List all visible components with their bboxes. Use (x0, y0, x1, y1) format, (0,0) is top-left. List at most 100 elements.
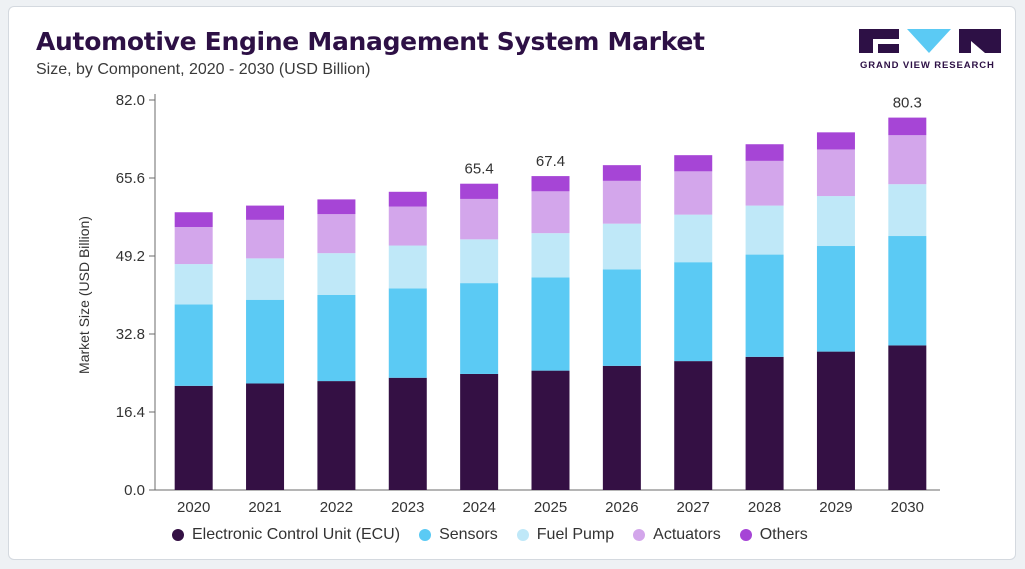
legend-item-0: Electronic Control Unit (ECU) (172, 526, 400, 544)
bar-segment-2029-s1 (816, 246, 855, 352)
data-label-2024: 65.4 (465, 161, 494, 178)
bar-segment-2022-s1 (317, 295, 356, 382)
legend-swatch (633, 529, 646, 541)
bar-segment-2023-s3 (388, 206, 427, 246)
bar-segment-2022-s4 (317, 199, 356, 215)
legend-label: Fuel Pump (536, 526, 615, 543)
data-label-2025: 67.4 (536, 153, 565, 170)
chart-title: Automotive Engine Management System Mark… (36, 27, 705, 56)
bar-segment-2030-s0 (888, 345, 927, 490)
legend-swatch (739, 529, 752, 541)
x-tick-label-2026: 2026 (605, 499, 638, 516)
bar-segment-2025-s4 (531, 176, 570, 192)
bar-segment-2029-s3 (816, 149, 855, 197)
bar-segment-2024-s0 (460, 373, 499, 490)
legend-label: Electronic Control Unit (ECU) (192, 526, 401, 543)
bar-segment-2027-s2 (674, 214, 713, 263)
bar-segment-2030-s4 (888, 117, 927, 136)
bar-segment-2029-s4 (816, 132, 855, 150)
bar-segment-2020-s3 (174, 226, 213, 265)
bar-segment-2022-s2 (317, 253, 356, 295)
bar-segment-2027-s3 (674, 171, 713, 215)
bar-segment-2028-s3 (745, 160, 784, 206)
y-tick-label: 49.2 (116, 248, 145, 265)
bar-segment-2028-s2 (745, 205, 784, 255)
bar-segment-2021-s4 (246, 205, 285, 220)
bar-segment-2027-s1 (674, 262, 713, 362)
y-tick-label: 32.8 (116, 326, 145, 343)
legend-item-2: Fuel Pump (516, 526, 615, 544)
legend-item-3: Actuators (633, 526, 721, 544)
bar-segment-2023-s4 (388, 191, 427, 207)
legend-item-1: Sensors (419, 526, 498, 544)
bar-segment-2020-s2 (174, 264, 213, 305)
x-tick-label-2028: 2028 (748, 499, 781, 516)
bar-segment-2028-s4 (745, 144, 784, 161)
bar-segment-2023-s1 (388, 288, 427, 378)
bar-segment-2030-s3 (888, 135, 927, 185)
legend-swatch (172, 529, 184, 541)
legend-item-4: Others (739, 526, 808, 544)
legend-swatch (516, 529, 529, 541)
bar-segment-2021-s2 (246, 258, 285, 300)
bar-segment-2026-s4 (602, 165, 641, 181)
bar-segment-2020-s0 (174, 385, 213, 490)
bar-segment-2027-s4 (674, 155, 713, 172)
chart-subtitle: Size, by Component, 2020 - 2030 (USD Bil… (36, 61, 371, 78)
y-axis-label: Market Size (USD Billion) (76, 216, 92, 374)
grand-view-research-logo (859, 29, 1001, 53)
chart-axes: 0.0 16.4 32.8 49.2 65.6 82.0 Market Size (USD … (76, 92, 940, 499)
chart-labels: 2020 2021 2022 2023 2024 65.4 2025 67.4 2026 2027… (177, 95, 924, 516)
bar-segment-2026-s3 (602, 180, 641, 224)
legend-label: Actuators (653, 526, 721, 543)
bar-segment-2024-s3 (460, 198, 499, 240)
legend-label: Others (759, 526, 808, 543)
y-tick-label: 82.0 (116, 92, 145, 109)
x-tick-label-2023: 2023 (391, 499, 424, 516)
x-tick-label-2024: 2024 (462, 499, 495, 516)
bar-segment-2029-s2 (816, 196, 855, 247)
x-tick-label-2029: 2029 (819, 499, 852, 516)
bar-segment-2025-s3 (531, 191, 570, 234)
bar-segment-2026-s1 (602, 269, 641, 366)
bar-segment-2025-s2 (531, 233, 570, 278)
bar-segment-2026-s2 (602, 223, 641, 270)
bar-segment-2030-s2 (888, 184, 927, 237)
bar-segment-2027-s0 (674, 361, 713, 490)
chart-legend: Electronic Control Unit (ECU) Sensors Fuel… (172, 526, 808, 544)
y-tick-label: 16.4 (116, 404, 145, 421)
legend-swatch (419, 529, 432, 541)
y-tick-label: 65.6 (116, 170, 145, 187)
bar-segment-2024-s4 (460, 183, 499, 199)
bar-segment-2021-s1 (246, 299, 285, 384)
x-tick-label-2020: 2020 (177, 499, 210, 516)
chart-bars (174, 117, 927, 490)
bar-segment-2028-s0 (745, 356, 784, 490)
x-tick-label-2025: 2025 (534, 499, 567, 516)
bar-segment-2022-s3 (317, 214, 356, 254)
x-tick-label-2030: 2030 (891, 499, 924, 516)
bar-segment-2023-s0 (388, 377, 427, 490)
bar-segment-2025-s1 (531, 277, 570, 371)
bar-segment-2023-s2 (388, 245, 427, 289)
data-label-2030: 80.3 (893, 95, 922, 112)
x-tick-label-2027: 2027 (677, 499, 710, 516)
bar-segment-2021-s0 (246, 383, 285, 490)
bar-segment-2024-s1 (460, 283, 499, 374)
bar-segment-2020-s1 (174, 304, 213, 386)
logo-text: GRAND VIEW RESEARCH (860, 60, 995, 71)
bar-segment-2028-s1 (745, 254, 784, 357)
bar-segment-2026-s0 (602, 365, 641, 490)
bar-segment-2030-s1 (888, 236, 927, 346)
x-tick-label-2021: 2021 (248, 499, 281, 516)
bar-segment-2029-s0 (816, 351, 855, 490)
bar-segment-2022-s0 (317, 381, 356, 490)
bar-segment-2025-s0 (531, 370, 570, 490)
legend-label: Sensors (439, 526, 498, 543)
bar-segment-2020-s4 (174, 212, 213, 227)
x-tick-label-2022: 2022 (320, 499, 353, 516)
bar-segment-2021-s3 (246, 219, 285, 259)
y-tick-label: 0.0 (124, 482, 145, 499)
bar-segment-2024-s2 (460, 239, 499, 284)
